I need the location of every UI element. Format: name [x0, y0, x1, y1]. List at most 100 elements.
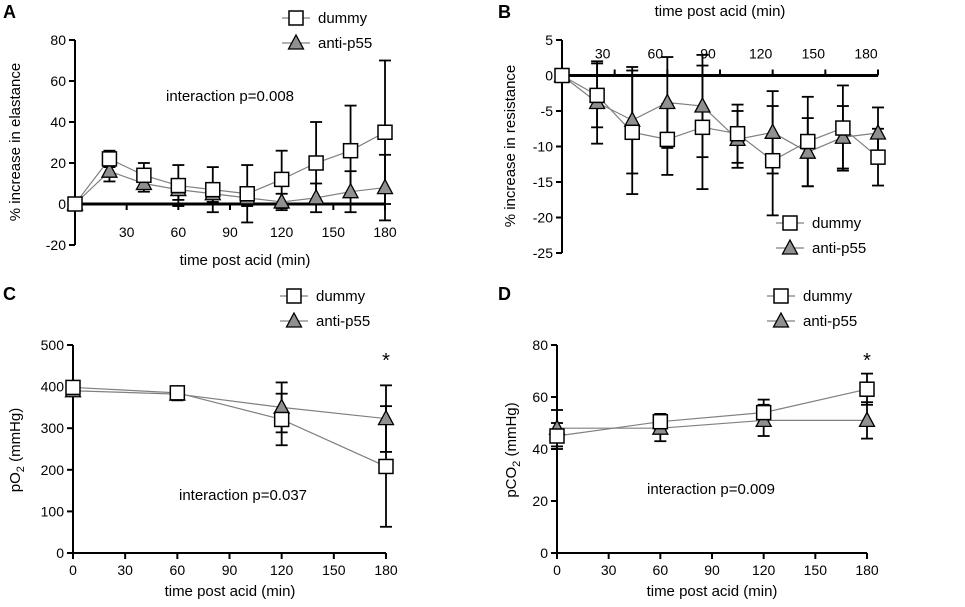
- panel-a-y-tick-label: 0: [58, 196, 66, 212]
- panel-a-anti-p55-point: [100, 161, 119, 178]
- panel-d-letter: D: [498, 284, 511, 304]
- panel-c-y-tick-label: 0: [56, 545, 64, 561]
- panel-b-dummy-point: [659, 131, 676, 148]
- panel-a-anti-p55-point: [307, 188, 325, 205]
- panel-c-x-tick-label: 180: [374, 562, 398, 578]
- panel-a-y-label: % increase in elastance: [7, 63, 24, 221]
- panel-d-dummy-point: [859, 381, 875, 397]
- panel-b-dummy-point: [554, 67, 570, 84]
- panel-b-dummy-point: [764, 152, 781, 169]
- panel-d-dummy-point: [755, 404, 772, 421]
- panel-b-y-label: % increase in resistance: [502, 65, 519, 228]
- panel-a-y-tick-label: -20: [46, 237, 66, 253]
- panel-a-y-tick-label: 40: [50, 114, 66, 130]
- panel-b-anti-p55-point: [693, 96, 712, 113]
- panel-b-anti-p55-point: [658, 93, 676, 110]
- panel-c-y-tick-label: 300: [41, 420, 65, 436]
- panel-c-x-tick-label: 120: [270, 562, 294, 578]
- panel-d-x-tick-label: 30: [601, 562, 617, 578]
- panel-b-dummy-point: [870, 149, 886, 165]
- panel-c-x-tick-label: 0: [69, 562, 77, 578]
- panel-b-legend-label: dummy: [812, 215, 862, 232]
- panel-d-annotation: interaction p=0.009: [647, 481, 775, 498]
- panel-c-x-tick-label: 150: [322, 562, 346, 578]
- panel-c-legend-label: anti-p55: [316, 313, 370, 330]
- panel-a-legend-label: anti-p55: [318, 35, 372, 52]
- panel-d-x-tick-label: 0: [553, 562, 561, 578]
- panel-d-significance-star: *: [863, 350, 871, 372]
- panel-c-series-square-line: [72, 386, 387, 468]
- panel-b-dummy-point: [589, 87, 605, 104]
- panel-d-y-tick-label: 80: [532, 337, 548, 353]
- panel-b-y-tick-label: -5: [541, 103, 554, 119]
- panel-c-legend-anti-p55-marker: [285, 311, 303, 328]
- panel-a-dummy-point: [101, 151, 118, 167]
- panel-b-anti-p55-point: [869, 123, 887, 140]
- panel-a-dummy-point: [67, 196, 83, 212]
- panel-b-dummy-point: [729, 125, 746, 142]
- panel-a-x-tick-label: 90: [222, 224, 238, 240]
- panel-c-y-tick-label: 100: [41, 503, 65, 519]
- panel-d-x-tick-label: 150: [804, 562, 828, 578]
- panel-a-anti-p55-point: [376, 178, 394, 195]
- panel-a-annotation: interaction p=0.008: [166, 88, 294, 105]
- panel-a-x-tick-label: 150: [322, 224, 346, 240]
- panel-b-dummy-point: [624, 124, 640, 141]
- panel-b-anti-p55-point: [764, 122, 782, 139]
- panel-a-dummy-point: [273, 171, 290, 188]
- panel-b-legend-dummy-marker: [782, 215, 798, 231]
- panel-d-y-tick-label: 40: [532, 441, 548, 457]
- panel-b-y-tick-label: -25: [533, 245, 553, 261]
- panel-d-dummy-point: [549, 428, 565, 444]
- panel-d-legend-anti-p55-marker: [772, 311, 790, 328]
- panel-d-y-tick-label: 20: [532, 493, 548, 509]
- panel-c-y-tick-label: 400: [41, 379, 65, 395]
- panel-c-anti-p55-point: [377, 409, 395, 426]
- panel-a-x-label: time post acid (min): [180, 252, 311, 269]
- panel-c-x-tick-label: 90: [222, 562, 238, 578]
- panel-d-dummy-point: [652, 413, 669, 430]
- panel-a-series-square-line: [74, 131, 386, 205]
- panel-a-anti-p55-point: [341, 182, 360, 199]
- panel-a-legend-anti-p55-marker: [287, 33, 305, 50]
- panel-a-x-tick-label: 60: [171, 224, 187, 240]
- panel-a-series-triangle-line: [74, 170, 386, 205]
- panel-d-series-square-line: [556, 388, 868, 437]
- panel-c-legend-label: dummy: [316, 288, 366, 305]
- panel-d-x-tick-label: 90: [704, 562, 720, 578]
- panel-a-dummy-point: [308, 155, 324, 171]
- panel-d-legend-label: anti-p55: [803, 313, 857, 330]
- panel-b-x-tick-label: 120: [749, 46, 773, 62]
- panel-b-dummy-point: [800, 133, 816, 150]
- panel-a-dummy-point: [377, 124, 393, 140]
- panel-c-x-tick-label: 30: [117, 562, 133, 578]
- panel-a-legend-dummy-marker: [288, 10, 304, 26]
- panel-c-significance-star: *: [382, 350, 390, 372]
- panel-d-y-tick-label: 60: [532, 389, 548, 405]
- panel-d-x-tick-label: 60: [653, 562, 669, 578]
- panel-c-annotation: interaction p=0.037: [179, 487, 307, 504]
- panel-a-y-tick-label: 20: [50, 155, 66, 171]
- panel-b-y-tick-label: -20: [533, 210, 553, 226]
- panel-d-y-label: pCO2 (mmHg): [503, 402, 523, 497]
- panel-a-dummy-point: [170, 177, 187, 194]
- panel-a-x-tick-label: 180: [373, 224, 397, 240]
- panel-d-anti-p55-point: [858, 411, 876, 428]
- panel-c-x-tick-label: 60: [170, 562, 186, 578]
- panel-b-x-tick-label: 180: [854, 46, 878, 62]
- panel-a-dummy-point: [342, 142, 359, 159]
- panel-d-legend-label: dummy: [803, 288, 853, 305]
- panel-b-series-triangle-line: [561, 75, 879, 153]
- panel-d-x-tick-label: 180: [855, 562, 879, 578]
- panel-c-letter: C: [3, 284, 16, 304]
- panel-a-legend-label: dummy: [318, 10, 368, 27]
- panel-c-y-label: pO2 (mmHg): [7, 408, 27, 492]
- panel-b-legend-label: anti-p55: [812, 240, 866, 257]
- panel-a-anti-p55-point: [273, 192, 291, 209]
- panel-b-letter: B: [498, 2, 511, 22]
- panel-b-x-label: time post acid (min): [655, 3, 786, 20]
- panel-a-dummy-point: [136, 167, 152, 184]
- panel-c-x-label: time post acid (min): [165, 583, 296, 600]
- panel-a-dummy-point: [239, 186, 255, 202]
